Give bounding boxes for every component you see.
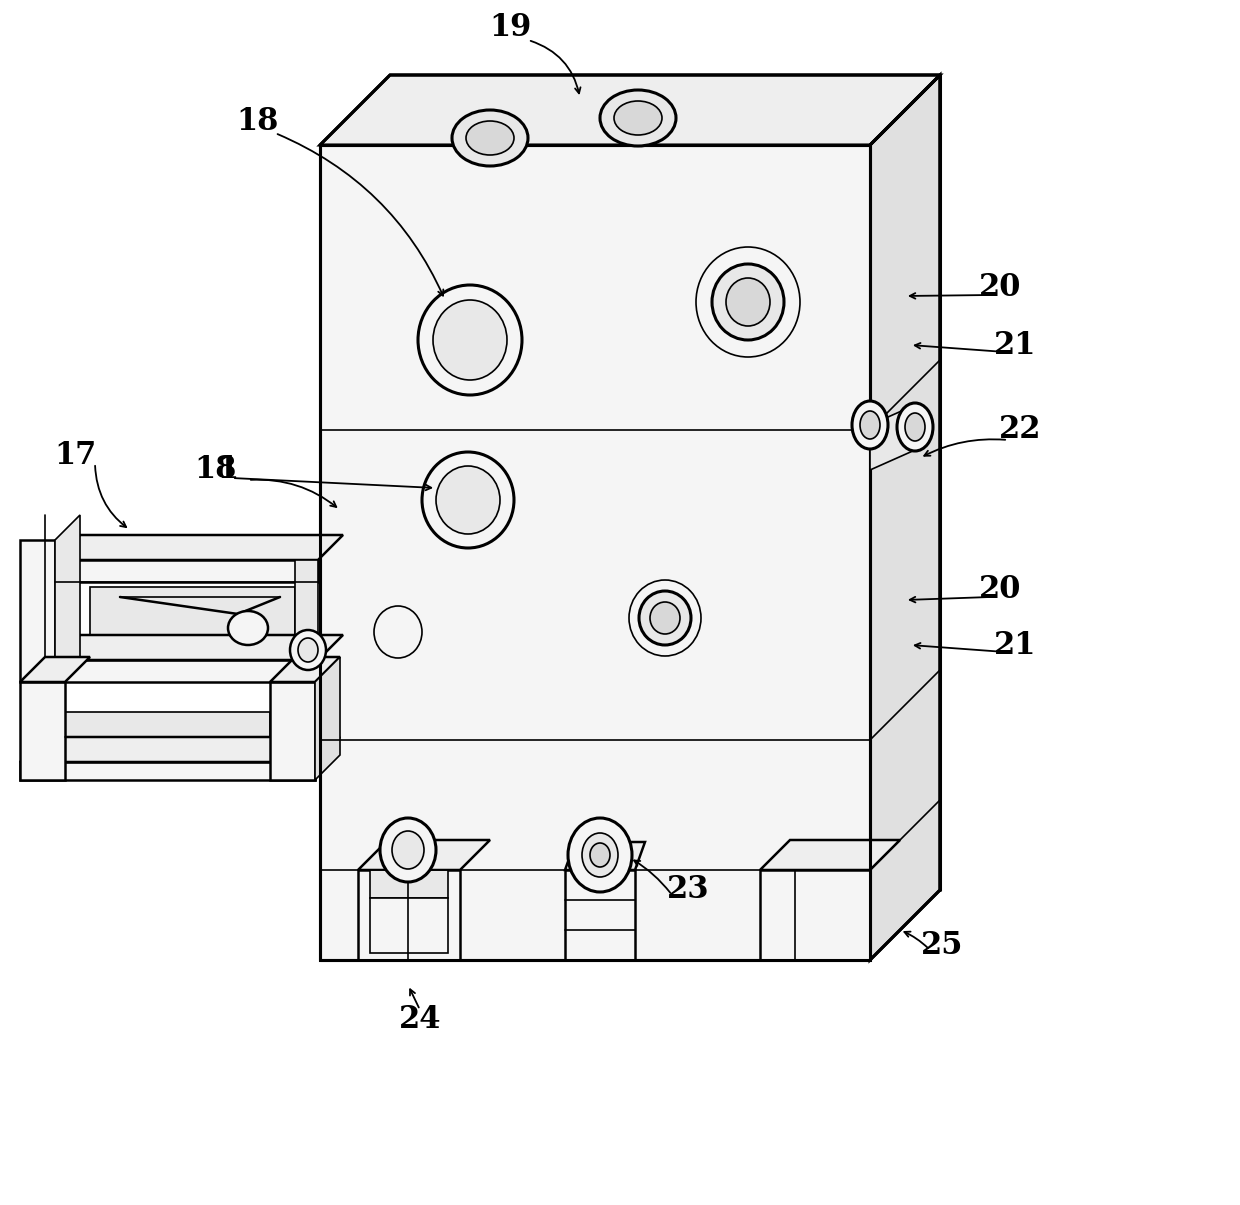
Polygon shape <box>270 657 340 682</box>
Ellipse shape <box>600 90 676 146</box>
Polygon shape <box>870 75 940 960</box>
Ellipse shape <box>228 611 268 645</box>
Text: 23: 23 <box>667 875 709 905</box>
Text: 20: 20 <box>978 272 1022 304</box>
Ellipse shape <box>374 606 422 658</box>
Ellipse shape <box>852 401 888 449</box>
Bar <box>270 682 315 780</box>
Bar <box>320 145 870 960</box>
Ellipse shape <box>568 818 632 892</box>
Bar <box>295 560 317 640</box>
Ellipse shape <box>582 833 618 877</box>
Text: 1: 1 <box>217 454 238 486</box>
Bar <box>64 712 270 780</box>
Ellipse shape <box>861 411 880 439</box>
Bar <box>370 898 448 953</box>
Bar <box>91 587 295 660</box>
Polygon shape <box>315 657 340 780</box>
Text: 18: 18 <box>193 454 236 486</box>
Ellipse shape <box>453 110 528 166</box>
Ellipse shape <box>897 402 932 451</box>
Text: 20: 20 <box>978 575 1022 605</box>
Ellipse shape <box>590 844 610 868</box>
Ellipse shape <box>614 101 662 135</box>
Bar <box>20 682 64 780</box>
Bar <box>370 870 448 898</box>
Ellipse shape <box>650 602 680 634</box>
Text: 21: 21 <box>993 629 1037 660</box>
Bar <box>55 560 317 582</box>
Bar <box>20 762 315 780</box>
Bar <box>20 540 55 682</box>
Text: 17: 17 <box>53 440 97 470</box>
Polygon shape <box>20 737 340 762</box>
Ellipse shape <box>418 286 522 395</box>
Ellipse shape <box>298 637 317 662</box>
Bar <box>358 870 460 960</box>
Ellipse shape <box>422 452 515 548</box>
Bar <box>55 660 317 682</box>
Polygon shape <box>320 75 940 145</box>
Polygon shape <box>55 535 343 560</box>
Polygon shape <box>565 842 645 870</box>
Ellipse shape <box>725 278 770 327</box>
Ellipse shape <box>629 580 701 656</box>
Polygon shape <box>358 840 490 870</box>
Polygon shape <box>20 657 91 682</box>
Polygon shape <box>870 405 915 470</box>
Ellipse shape <box>290 630 326 670</box>
Text: 22: 22 <box>998 415 1042 446</box>
Ellipse shape <box>466 120 515 155</box>
Polygon shape <box>760 840 900 870</box>
Polygon shape <box>55 635 343 660</box>
Ellipse shape <box>379 818 436 882</box>
Text: 21: 21 <box>993 329 1037 360</box>
Ellipse shape <box>905 413 925 441</box>
Polygon shape <box>55 515 81 682</box>
Text: 25: 25 <box>921 929 963 960</box>
Text: 19: 19 <box>489 12 531 43</box>
Bar <box>760 870 870 960</box>
Ellipse shape <box>433 300 507 380</box>
Ellipse shape <box>392 831 424 869</box>
Ellipse shape <box>712 264 784 340</box>
Text: 18: 18 <box>237 106 279 137</box>
Bar <box>565 870 635 960</box>
Ellipse shape <box>696 247 800 357</box>
Text: 24: 24 <box>399 1005 441 1035</box>
Ellipse shape <box>639 590 691 645</box>
Ellipse shape <box>436 466 500 534</box>
